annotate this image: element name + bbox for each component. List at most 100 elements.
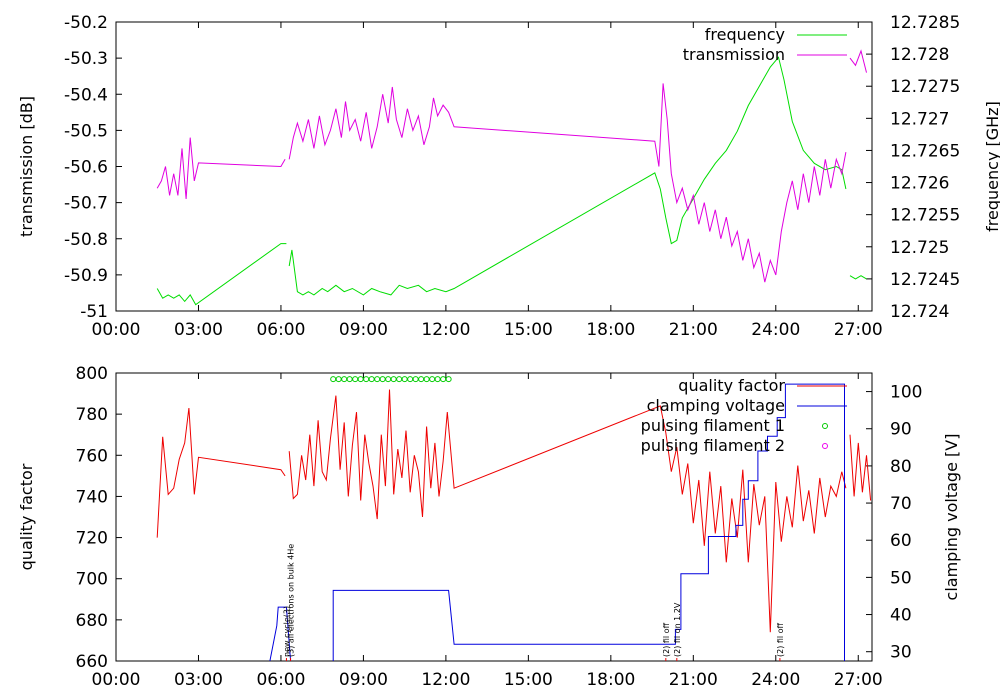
top-y-tick-label: -50.5 — [64, 121, 108, 141]
bottom-legend-pulsing-filament-1: pulsing filament 1 — [641, 416, 785, 435]
bottom-plot-frame — [115, 372, 873, 662]
bottom-annotation: (2) fil off — [776, 622, 785, 657]
bottom-x-tick-label: 03:00 — [174, 670, 223, 690]
top-transmission-line — [156, 137, 286, 200]
bottom-legend-pulsing-filament-2: pulsing filament 2 — [641, 436, 785, 455]
bottom-pulsing-filament-1-point — [407, 376, 414, 383]
bottom-y2-tick-label: 40 — [890, 606, 912, 626]
top-x-tick-label: 09:00 — [339, 320, 388, 340]
bottom-x-tick-label: 24:00 — [751, 670, 800, 690]
quality-factor-voltage-chart: 00:00 03:00 06:00 09:00 12:00 15:00 18:00 21:00… — [17, 364, 961, 690]
bottom-pulsing-filament-1-point — [352, 376, 359, 383]
bottom-x-tick-label: 06:00 — [256, 670, 305, 690]
bottom-y-tick-label: 660 — [76, 652, 108, 672]
bottom-pulsing-filament-1-point — [401, 376, 408, 383]
top-plot-frame — [115, 21, 873, 312]
bottom-y2-tick-label: 90 — [890, 420, 912, 440]
bottom-pulsing-filament-1-point — [368, 376, 375, 383]
bottom-y-tick-label: 680 — [76, 611, 108, 631]
bottom-legend-swatch-pulsing-filament-2 — [822, 443, 828, 449]
top-legend-transmission: transmission — [683, 45, 785, 64]
top-y2-tick-label: 12.727 — [890, 109, 949, 129]
top-y-tick-label: -50.6 — [64, 158, 108, 178]
bottom-y2-tick-label: 80 — [890, 457, 912, 477]
bottom-pulsing-filament-1-point — [396, 376, 403, 383]
top-x-tick-label: 27:00 — [834, 320, 883, 340]
top-transmission-line — [288, 83, 847, 283]
top-x-tick-label: 18:00 — [586, 320, 635, 340]
bottom-annotation: (3) all electrons on bulk 4He — [287, 544, 296, 657]
top-y2-tick-label: 12.7265 — [890, 141, 960, 161]
top-y2-tick-label: 12.7285 — [890, 13, 960, 33]
bottom-y-tick-label: 760 — [76, 446, 108, 466]
top-transmission-line — [849, 49, 867, 73]
bottom-pulsing-filament-1-point — [374, 376, 381, 383]
top-y-axis-label: transmission [dB] — [17, 96, 36, 237]
top-y2-tick-label: 12.7255 — [890, 206, 960, 226]
bottom-x-tick-label: 12:00 — [421, 670, 470, 690]
bottom-x-tick-label: 27:00 — [834, 670, 883, 690]
bottom-annotation: (2) fil off — [662, 622, 671, 657]
bottom-pulsing-filament-1-point — [445, 376, 452, 383]
top-y2-tick-label: 12.7245 — [890, 270, 960, 290]
bottom-y-tick-label: 700 — [76, 570, 108, 590]
top-x-tick-label: 24:00 — [751, 320, 800, 340]
bottom-annotation: new cycle(3) — [282, 606, 291, 657]
bottom-y-axis-label: quality factor — [17, 463, 36, 570]
bottom-clamping-voltage-line — [269, 606, 292, 661]
bottom-x-tick-label: 18:00 — [586, 670, 635, 690]
bottom-pulsing-filament-1-point — [330, 376, 337, 383]
bottom-y2-tick-label: 60 — [890, 531, 912, 551]
top-y2-tick-label: 12.728 — [890, 45, 949, 65]
top-x-tick-label: 15:00 — [504, 320, 553, 340]
bottom-legend-clamping-voltage: clamping voltage — [647, 396, 785, 415]
bottom-pulsing-filament-1-point — [429, 376, 436, 383]
bottom-pulsing-filament-1-point — [423, 376, 430, 383]
bottom-pulsing-filament-1-point — [363, 376, 370, 383]
bottom-annotation: (2) fil on 1.2V — [673, 602, 682, 657]
bottom-y-tick-label: 800 — [76, 364, 108, 384]
top-x-tick-label: 00:00 — [92, 320, 141, 340]
bottom-pulsing-filament-1-point — [379, 376, 386, 383]
bottom-pulsing-filament-1-point — [346, 376, 353, 383]
bottom-legend-quality-factor: quality factor — [678, 376, 785, 395]
bottom-quality-factor-line — [849, 434, 872, 501]
top-y2-tick-label: 12.725 — [890, 238, 949, 258]
top-frequency-line — [849, 275, 867, 280]
top-y-tick-label: -50.3 — [64, 49, 108, 69]
top-legend-frequency: frequency — [705, 25, 785, 44]
bottom-pulsing-filament-1-point — [357, 376, 364, 383]
bottom-pulsing-filament-1-point — [335, 376, 342, 383]
top-y-tick-label: -50.9 — [64, 266, 108, 286]
top-y2-tick-label: 12.726 — [890, 174, 949, 194]
bottom-y2-tick-label: 30 — [890, 643, 912, 663]
bottom-x-tick-label: 15:00 — [504, 670, 553, 690]
bottom-y-tick-label: 780 — [76, 405, 108, 425]
top-x-tick-label: 06:00 — [256, 320, 305, 340]
bottom-legend-swatch-pulsing-filament-1 — [822, 423, 828, 429]
bottom-x-tick-label: 00:00 — [92, 670, 141, 690]
bottom-quality-factor-line — [288, 389, 847, 633]
top-y2-tick-label: 12.724 — [890, 302, 949, 322]
bottom-pulsing-filament-1-point — [412, 376, 419, 383]
bottom-y-tick-label: 720 — [76, 529, 108, 549]
bottom-y-tick-label: 740 — [76, 487, 108, 507]
top-y2-tick-label: 12.7275 — [890, 77, 960, 97]
top-x-tick-label: 21:00 — [669, 320, 718, 340]
top-frequency-line — [288, 56, 847, 296]
top-x-tick-label: 12:00 — [421, 320, 470, 340]
bottom-y2-tick-label: 100 — [890, 383, 922, 403]
bottom-plot-area — [156, 376, 872, 661]
bottom-x-tick-label: 21:00 — [669, 670, 718, 690]
top-y-tick-label: -50.8 — [64, 230, 108, 250]
top-y2-axis-label: frequency [GHz] — [983, 101, 1000, 232]
bottom-pulsing-filament-1-point — [418, 376, 425, 383]
top-y-tick-label: -51 — [80, 302, 108, 322]
bottom-pulsing-filament-1-point — [341, 376, 348, 383]
bottom-pulsing-filament-1-point — [390, 376, 397, 383]
bottom-y2-tick-label: 70 — [890, 494, 912, 514]
top-frequency-line — [156, 243, 287, 306]
bottom-pulsing-filament-1-point — [434, 376, 441, 383]
top-y-tick-label: -50.2 — [64, 13, 108, 33]
